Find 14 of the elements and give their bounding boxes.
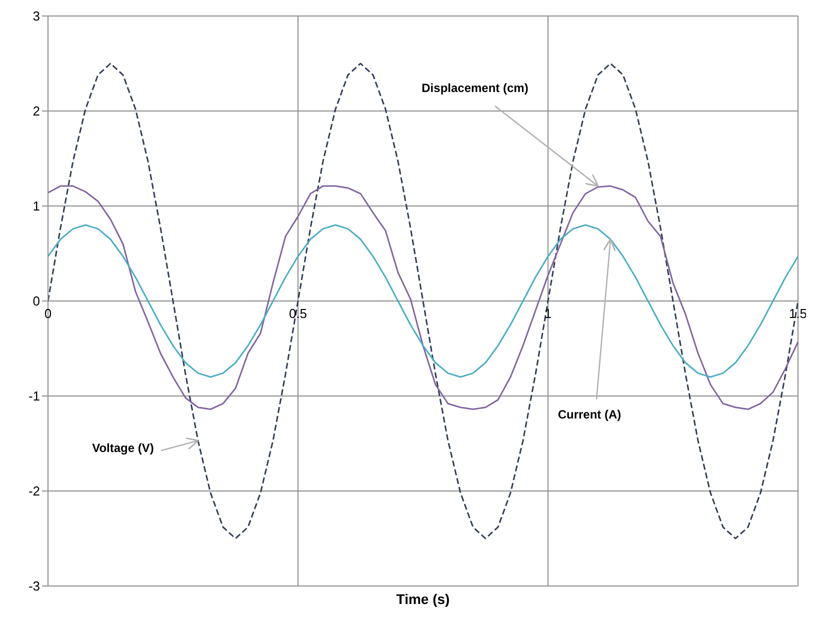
annotation: Voltage (V): [92, 440, 154, 455]
x-tick-label: 1: [544, 306, 552, 321]
annotation: Current (A): [558, 407, 622, 422]
x-axis-title: Time (s): [396, 591, 450, 607]
y-tick-label: -2: [28, 484, 40, 499]
x-tick-label: 0: [44, 306, 52, 321]
y-tick-label: 0: [32, 294, 40, 309]
y-tick-label: -1: [28, 388, 40, 404]
annotation: Displacement (cm): [422, 81, 528, 96]
y-tick-label: 1: [32, 198, 40, 214]
y-tick-label: -3: [28, 578, 40, 594]
x-tick-label: 0.5: [288, 306, 308, 321]
y-tick-label: 2: [32, 104, 40, 119]
y-tick-label: 3: [32, 8, 40, 24]
